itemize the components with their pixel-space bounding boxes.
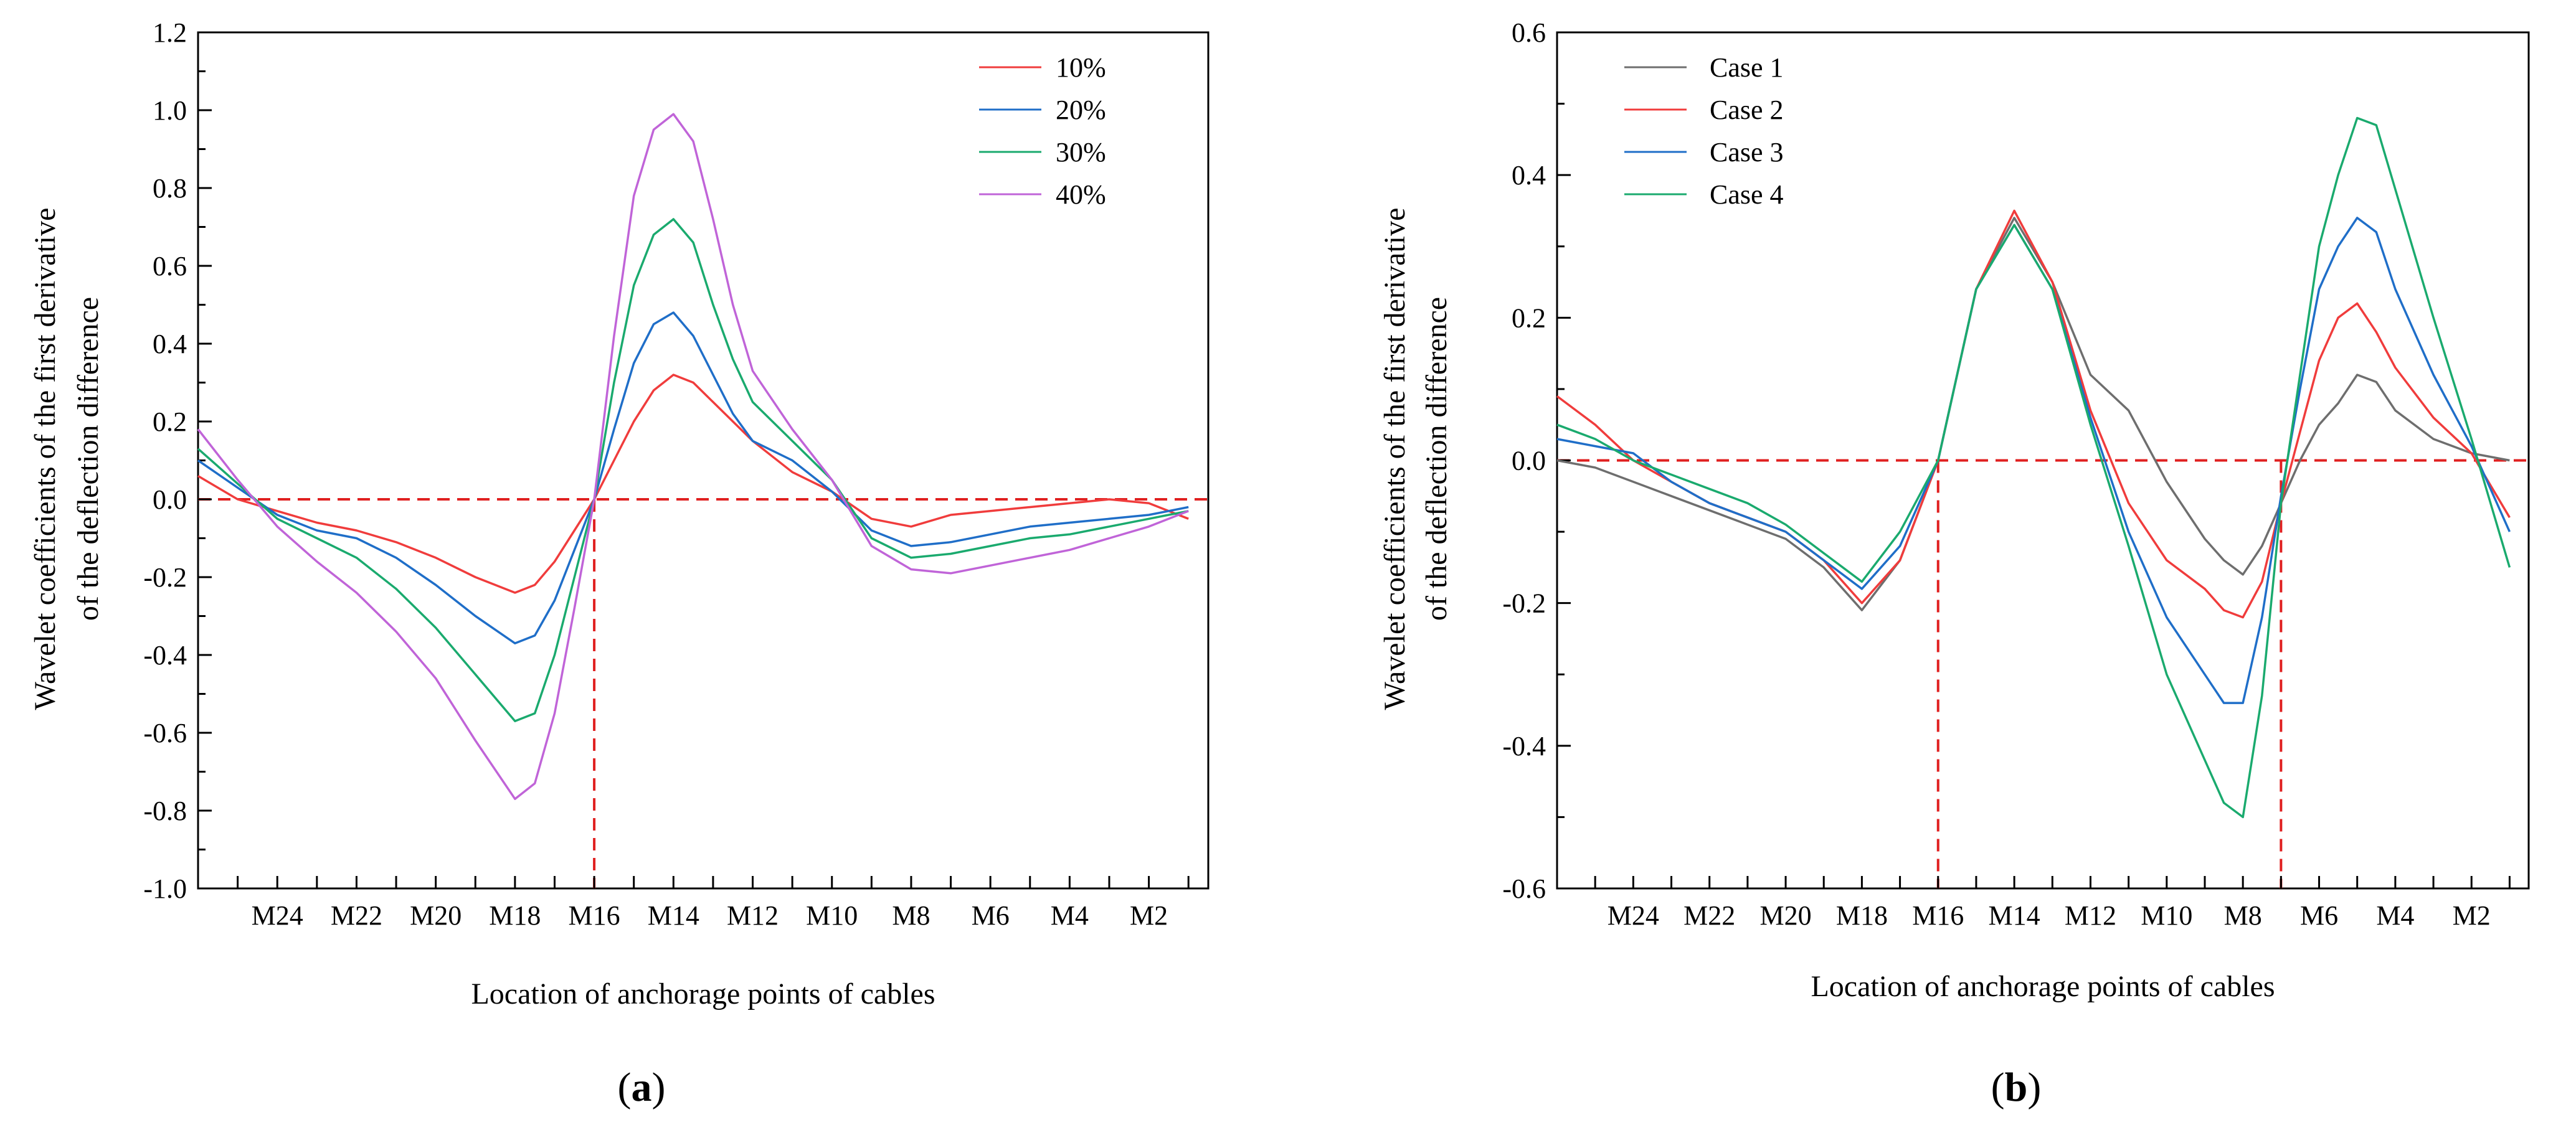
chart-b-x-tick-label: M22 bbox=[1683, 900, 1735, 931]
legend-b-label-case3: Case 3 bbox=[1710, 137, 1784, 167]
chart-a-y-tick-label: -0.4 bbox=[143, 640, 187, 671]
chart-a-x-tick-label: M4 bbox=[1051, 900, 1089, 931]
chart-a-y-tick-label: -0.2 bbox=[143, 562, 187, 593]
chart-b-x-tick-label: M16 bbox=[1912, 900, 1964, 931]
chart-a-y-tick-label: -0.8 bbox=[143, 796, 187, 826]
chart-a-x-tick-label: M6 bbox=[972, 900, 1010, 931]
chart-a-x-tick-label: M14 bbox=[648, 900, 699, 931]
chart-b-y-tick-label: -0.2 bbox=[1502, 588, 1546, 619]
chart-b-x-tick-label: M20 bbox=[1759, 900, 1811, 931]
chart-a-x-axis-title: Location of anchorage points of cables bbox=[471, 977, 935, 1010]
chart-a-x-tick-label: M10 bbox=[806, 900, 858, 931]
chart-a-y-tick-label: -0.6 bbox=[143, 718, 187, 748]
legend-a-label-20: 20% bbox=[1056, 95, 1106, 125]
chart-b: -0.6 -0.4 -0.2 0.0 0.2 0.4 0.6 M24 M22 M20 M18 M16 M… bbox=[1378, 17, 2530, 1110]
legend-b-label-case1: Case 1 bbox=[1710, 52, 1784, 83]
chart-b-x-tick-label: M24 bbox=[1608, 900, 1659, 931]
chart-a-series-20- bbox=[197, 311, 1189, 645]
chart-a-y-tick-label: 0.6 bbox=[153, 251, 187, 281]
legend-a-label-10: 10% bbox=[1056, 52, 1106, 83]
chart-a-series-40- bbox=[197, 113, 1189, 801]
chart-a-y-axis-title-line1: Wavelet coefficients of the first deriva… bbox=[29, 208, 62, 710]
chart-a-y-tick-label: -1.0 bbox=[143, 873, 187, 904]
chart-b-y-tick-label: 0.4 bbox=[1512, 160, 1546, 191]
caption-b: (b) bbox=[1991, 1065, 2042, 1110]
chart-b-y-tick-label: 0.6 bbox=[1512, 17, 1546, 48]
chart-b-x-tick-label: M2 bbox=[2453, 900, 2491, 931]
chart-b-x-tick-label: M10 bbox=[2141, 900, 2192, 931]
chart-a-x-tick-label: M18 bbox=[489, 900, 541, 931]
chart-b-x-tick-label: M4 bbox=[2376, 900, 2414, 931]
chart-a-x-tick-label: M8 bbox=[892, 900, 930, 931]
caption-b-letter: b bbox=[2005, 1065, 2028, 1110]
chart-a-y-tick-label: 0.4 bbox=[153, 329, 187, 359]
legend-b-label-case4: Case 4 bbox=[1710, 179, 1784, 210]
chart-b-reference-lines bbox=[1557, 459, 2529, 888]
chart-a-x-tick-label: M16 bbox=[569, 900, 620, 931]
chart-b-x-tick-label: M8 bbox=[2224, 900, 2262, 931]
chart-b-y-axis-title-line2: of the deflection difference bbox=[1420, 297, 1453, 621]
chart-b-ticks: -0.6 -0.4 -0.2 0.0 0.2 0.4 0.6 M24 M22 M20 M18 M16 M… bbox=[1502, 17, 2511, 931]
chart-b-series-case-1 bbox=[1556, 217, 2510, 611]
chart-a-y-tick-label: 1.2 bbox=[153, 17, 187, 48]
chart-b-series bbox=[1556, 116, 2511, 819]
caption-a: (a) bbox=[618, 1065, 666, 1110]
chart-a-x-tick-label: M20 bbox=[410, 900, 462, 931]
chart-a-series-30- bbox=[197, 218, 1189, 723]
chart-b-x-tick-label: M18 bbox=[1836, 900, 1888, 931]
chart-b-y-tick-label: 0.2 bbox=[1512, 303, 1546, 333]
chart-a-ticks: -1.0 -0.8 -0.6 -0.4 -0.2 0.0 0.2 0.4 0.6 0.8 1.0 1.… bbox=[143, 17, 1190, 931]
chart-b-x-tick-label: M14 bbox=[1989, 900, 2040, 931]
chart-a-y-tick-label: 0.2 bbox=[153, 407, 187, 437]
chart-a-x-tick-label: M22 bbox=[331, 900, 382, 931]
chart-b-x-tick-label: M6 bbox=[2300, 900, 2338, 931]
chart-b-y-tick-label: 0.0 bbox=[1512, 446, 1546, 476]
chart-a-legend: 10% 20% 30% 40% bbox=[979, 52, 1106, 210]
legend-a-label-30: 30% bbox=[1056, 137, 1106, 167]
chart-b-series-case-2 bbox=[1556, 209, 2511, 619]
chart-a-y-tick-label: 0.8 bbox=[153, 173, 187, 204]
chart-b-y-tick-label: -0.4 bbox=[1502, 731, 1546, 761]
chart-b-x-tick-label: M12 bbox=[2065, 900, 2116, 931]
legend-a-label-40: 40% bbox=[1056, 179, 1106, 210]
chart-b-series-case-4 bbox=[1556, 116, 2511, 819]
chart-a: -1.0 -0.8 -0.6 -0.4 -0.2 0.0 0.2 0.4 0.6 0.8 1.0 1.… bbox=[29, 17, 1210, 1110]
chart-a-series bbox=[197, 113, 1189, 801]
chart-a-x-tick-label: M12 bbox=[727, 900, 779, 931]
chart-b-series-case-3 bbox=[1556, 217, 2511, 704]
chart-a-reference-lines bbox=[198, 498, 1208, 888]
chart-a-series-10- bbox=[197, 374, 1189, 594]
chart-b-y-axis-title-line1: Wavelet coefficients of the first deriva… bbox=[1378, 208, 1411, 710]
chart-a-x-tick-label: M2 bbox=[1130, 900, 1168, 931]
legend-b-label-case2: Case 2 bbox=[1710, 95, 1784, 125]
chart-b-y-tick-label: -0.6 bbox=[1502, 873, 1546, 904]
chart-b-x-axis-title: Location of anchorage points of cables bbox=[1811, 970, 2275, 1003]
chart-a-y-tick-label: 1.0 bbox=[153, 95, 187, 126]
chart-b-legend: Case 1 Case 2 Case 3 Case 4 bbox=[1624, 52, 1784, 210]
chart-a-y-axis-title-line2: of the deflection difference bbox=[72, 297, 105, 621]
caption-a-letter: a bbox=[632, 1065, 652, 1110]
chart-a-y-tick-label: 0.0 bbox=[153, 484, 187, 515]
chart-a-x-tick-label: M24 bbox=[252, 900, 303, 931]
